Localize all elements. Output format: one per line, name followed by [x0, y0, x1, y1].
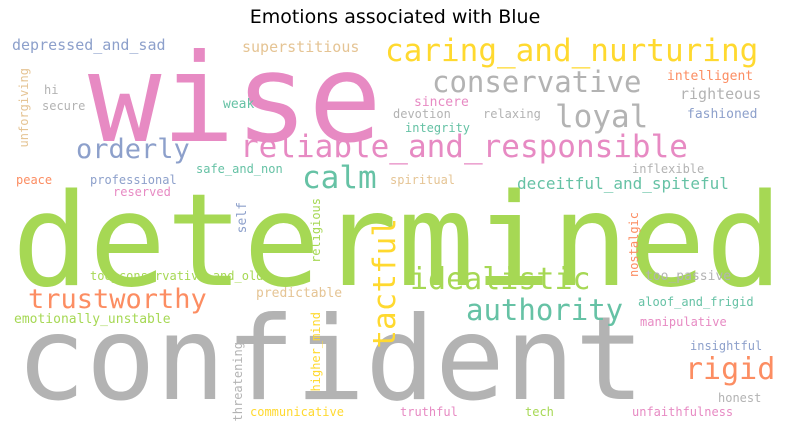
word-honest: honest — [718, 391, 762, 405]
word-emotionally-unstable: emotionally_unstable — [14, 312, 171, 327]
word-cloud: wise determined confident caring_and_nur… — [10, 32, 790, 428]
word-devotion: devotion — [393, 107, 451, 121]
word-unfaithfulness: unfaithfulness — [632, 405, 734, 419]
word-sincere: sincere — [414, 95, 469, 110]
word-secure: secure — [42, 99, 86, 113]
word-loyal: loyal — [555, 99, 649, 135]
word-predictable: predictable — [256, 286, 343, 301]
word-conservative: conservative — [432, 65, 642, 99]
word-superstitious: superstitious — [242, 38, 360, 56]
word-tactful: tactful — [367, 218, 403, 349]
word-higher-mind: higher_mind — [309, 312, 323, 392]
word-threatening: threatening — [231, 342, 245, 422]
word-integrity: integrity — [405, 121, 471, 135]
word-intelligent: intelligent — [667, 69, 754, 84]
word-fashioned: fashioned — [687, 107, 758, 122]
word-inflexible: inflexible — [632, 162, 705, 176]
word-safe-and-non: safe_and_non — [196, 162, 283, 176]
word-confident: confident — [16, 292, 645, 427]
word-wise: wise — [88, 32, 382, 170]
word-too-conservative-and-old: too_conservative_and_old — [90, 269, 264, 283]
word-hi: hi — [44, 83, 59, 97]
word-nostalgic: nostalgic — [627, 212, 641, 278]
word-tech: tech — [525, 405, 554, 419]
word-aloof-and-frigid: aloof_and_frigid — [638, 295, 754, 309]
word-reserved: reserved — [113, 185, 171, 199]
word-calm: calm — [302, 160, 377, 196]
word-trustworthy: trustworthy — [28, 284, 207, 315]
word-relaxing: relaxing — [483, 107, 541, 121]
word-caring-and-nurturing: caring_and_nurturing — [385, 33, 759, 69]
word-weak: weak — [223, 97, 255, 112]
word-manipulative: manipulative — [640, 315, 727, 329]
word-reliable-and-responsible: reliable_and_responsible — [240, 129, 688, 165]
word-idealistic: idealistic — [410, 262, 591, 297]
word-communicative: communicative — [250, 405, 344, 419]
word-rigid: rigid — [685, 352, 776, 387]
word-self: self — [235, 202, 250, 234]
word-spiritual: spiritual — [390, 173, 456, 187]
word-orderly: orderly — [76, 134, 190, 165]
word-righteous: righteous — [680, 85, 762, 103]
word-determined: determined — [12, 167, 783, 316]
word-insightful: insightful — [690, 339, 763, 353]
word-depressed-and-sad: depressed_and_sad — [12, 36, 166, 54]
word-religious: religious — [309, 198, 323, 264]
word-peace: peace — [16, 173, 53, 187]
chart-title: Emotions associated with Blue — [249, 6, 541, 28]
word-too-passive: too_passive — [645, 269, 732, 284]
word-deceitful-and-spiteful: deceitful_and_spiteful — [517, 174, 729, 193]
word-authority: authority — [466, 293, 624, 327]
word-unforgiving: unforgiving — [17, 68, 31, 148]
word-professional: professional — [90, 173, 177, 187]
word-truthful: truthful — [400, 405, 458, 419]
